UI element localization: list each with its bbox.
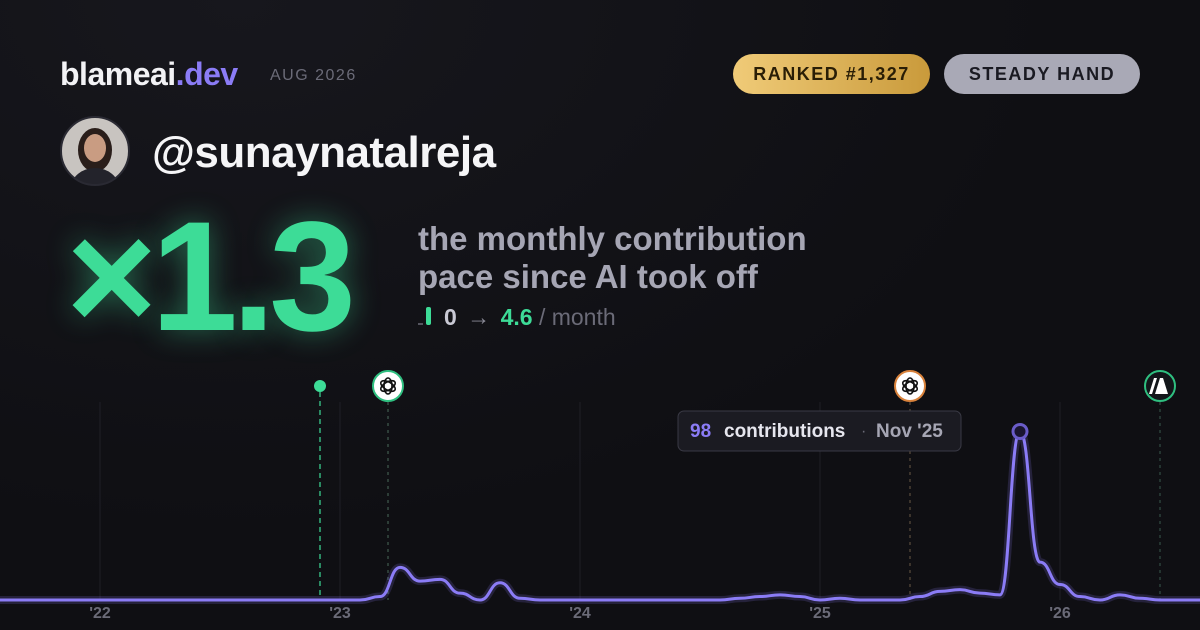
- line: [0, 429, 1200, 602]
- anthropic-icon: [1144, 370, 1176, 402]
- brand-name: blameai: [60, 56, 176, 92]
- openai-icon: [894, 370, 926, 402]
- event-dot: [314, 380, 326, 392]
- tooltip-box: [677, 410, 962, 452]
- rank-badge: RANKED #1,327: [733, 54, 930, 94]
- x-tick-label: '26: [1049, 605, 1071, 622]
- x-tick-label: '24: [569, 605, 591, 622]
- date: AUG 2026: [270, 67, 357, 84]
- tooltip-value: 98: [690, 421, 711, 442]
- x-tick-label: '25: [809, 605, 831, 622]
- pace-before: 0: [444, 304, 457, 330]
- multiplier: ×1.3: [66, 190, 356, 364]
- tooltip-separator: ·: [861, 423, 866, 440]
- caption-line: the monthly contribution: [418, 220, 807, 257]
- tooltip-date: Nov '25: [876, 421, 943, 442]
- x-tick-label: '23: [329, 605, 351, 622]
- pace-icon: [418, 323, 423, 325]
- line-glow: [0, 427, 1200, 605]
- tooltip-label: contributions: [724, 421, 845, 442]
- avatar: [60, 116, 130, 186]
- brand: blameai.dev: [60, 56, 238, 93]
- title-badge: STEADY HAND: [944, 54, 1140, 94]
- handle: @sunaynatalreja: [152, 128, 496, 177]
- events: [314, 370, 1176, 600]
- caption-line: pace since AI took off: [418, 258, 758, 295]
- pace-unit: / month: [538, 304, 616, 330]
- x-tick-label: '22: [89, 605, 111, 622]
- pace-arrow: →: [467, 304, 491, 330]
- peak-marker: [1011, 422, 1029, 440]
- pace-after: 4.6: [500, 304, 533, 330]
- brand-tld: .dev: [175, 56, 239, 92]
- openai-icon: [372, 370, 404, 402]
- pace-icon: [426, 307, 431, 325]
- pace: 0 → 4.6 / month: [418, 304, 616, 331]
